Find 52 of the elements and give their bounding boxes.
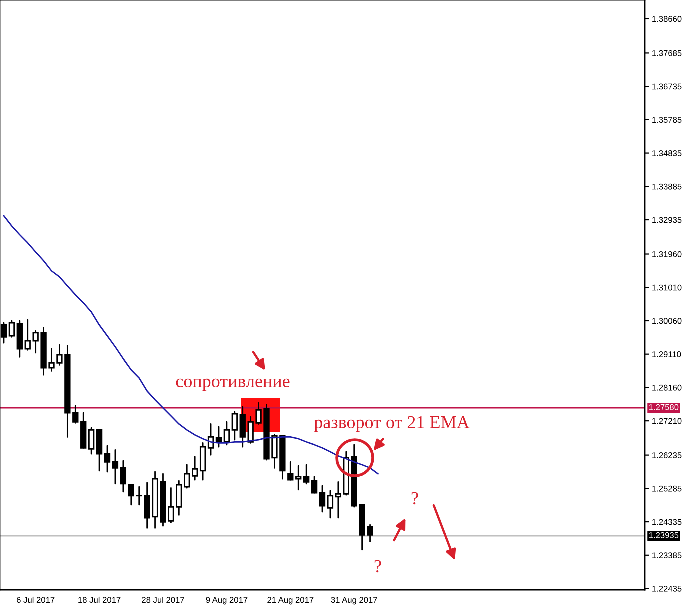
x-tick-label: 9 Aug 2017 [206, 597, 248, 605]
ref-line-label: 1.27580 [650, 404, 679, 410]
y-tick-label: 1.28160 [652, 384, 682, 391]
x-tick-label: 18 Jul 2017 [78, 596, 121, 604]
annotation: разворот от 21 EMA [314, 416, 470, 432]
candlestick [327, 490, 334, 519]
y-tick-label: 1.34835 [652, 150, 682, 156]
y-tick-label: 1.32935 [652, 217, 682, 224]
candlestick [240, 406, 246, 448]
y-tick-label: 1.22435 [652, 586, 682, 592]
y-tick-label: 1.24335 [652, 519, 682, 526]
candlestick [319, 485, 326, 513]
candlestick [88, 427, 95, 455]
annotation: ? [374, 560, 382, 573]
candlestick [311, 476, 318, 494]
y-tick-label: 1.37685 [652, 50, 682, 56]
candlestick [8, 320, 16, 338]
y-tick-label: 1.23385 [652, 552, 682, 559]
annotation: сопротивление [176, 378, 290, 392]
y-tick-label: 1.27210 [652, 418, 682, 424]
candlestick [120, 460, 127, 493]
candlestick [296, 465, 302, 491]
candlestick [335, 481, 342, 519]
candlestick [200, 442, 206, 481]
candlestick [192, 456, 198, 481]
y-tick-label: 1.38660 [652, 16, 682, 22]
candlestick [112, 450, 119, 485]
candlestick [96, 430, 103, 472]
y-tick-label: 1.30060 [652, 318, 682, 324]
y-tick-label: 1.26235 [652, 452, 682, 458]
candlestick [208, 424, 214, 456]
ref-line-label: 1.23935 [650, 532, 679, 538]
y-tick-label: 1.25285 [652, 486, 682, 492]
y-tick-label: 1.31960 [652, 251, 682, 258]
y-tick-label: 1.36735 [652, 84, 682, 90]
x-tick-label: 31 Aug 2017 [331, 597, 378, 605]
x-tick-label: 28 Jul 2017 [142, 596, 184, 604]
candlestick [104, 445, 111, 473]
y-tick-label: 1.35785 [652, 117, 682, 124]
candlestick [24, 319, 31, 351]
x-tick-label: 21 Aug 2017 [268, 597, 314, 605]
y-tick-label: 1.29110 [652, 352, 682, 358]
y-tick-label: 1.33885 [652, 184, 682, 190]
candlestick [232, 411, 238, 441]
candlestick [128, 484, 134, 506]
candlestick [303, 464, 310, 485]
x-tick-label: 6 Jul 2017 [17, 596, 55, 604]
candlestick [216, 426, 222, 448]
candlestick [224, 421, 230, 446]
y-tick-label: 1.31010 [652, 284, 682, 291]
annotation: ? [412, 492, 418, 505]
candlestick [288, 461, 294, 481]
